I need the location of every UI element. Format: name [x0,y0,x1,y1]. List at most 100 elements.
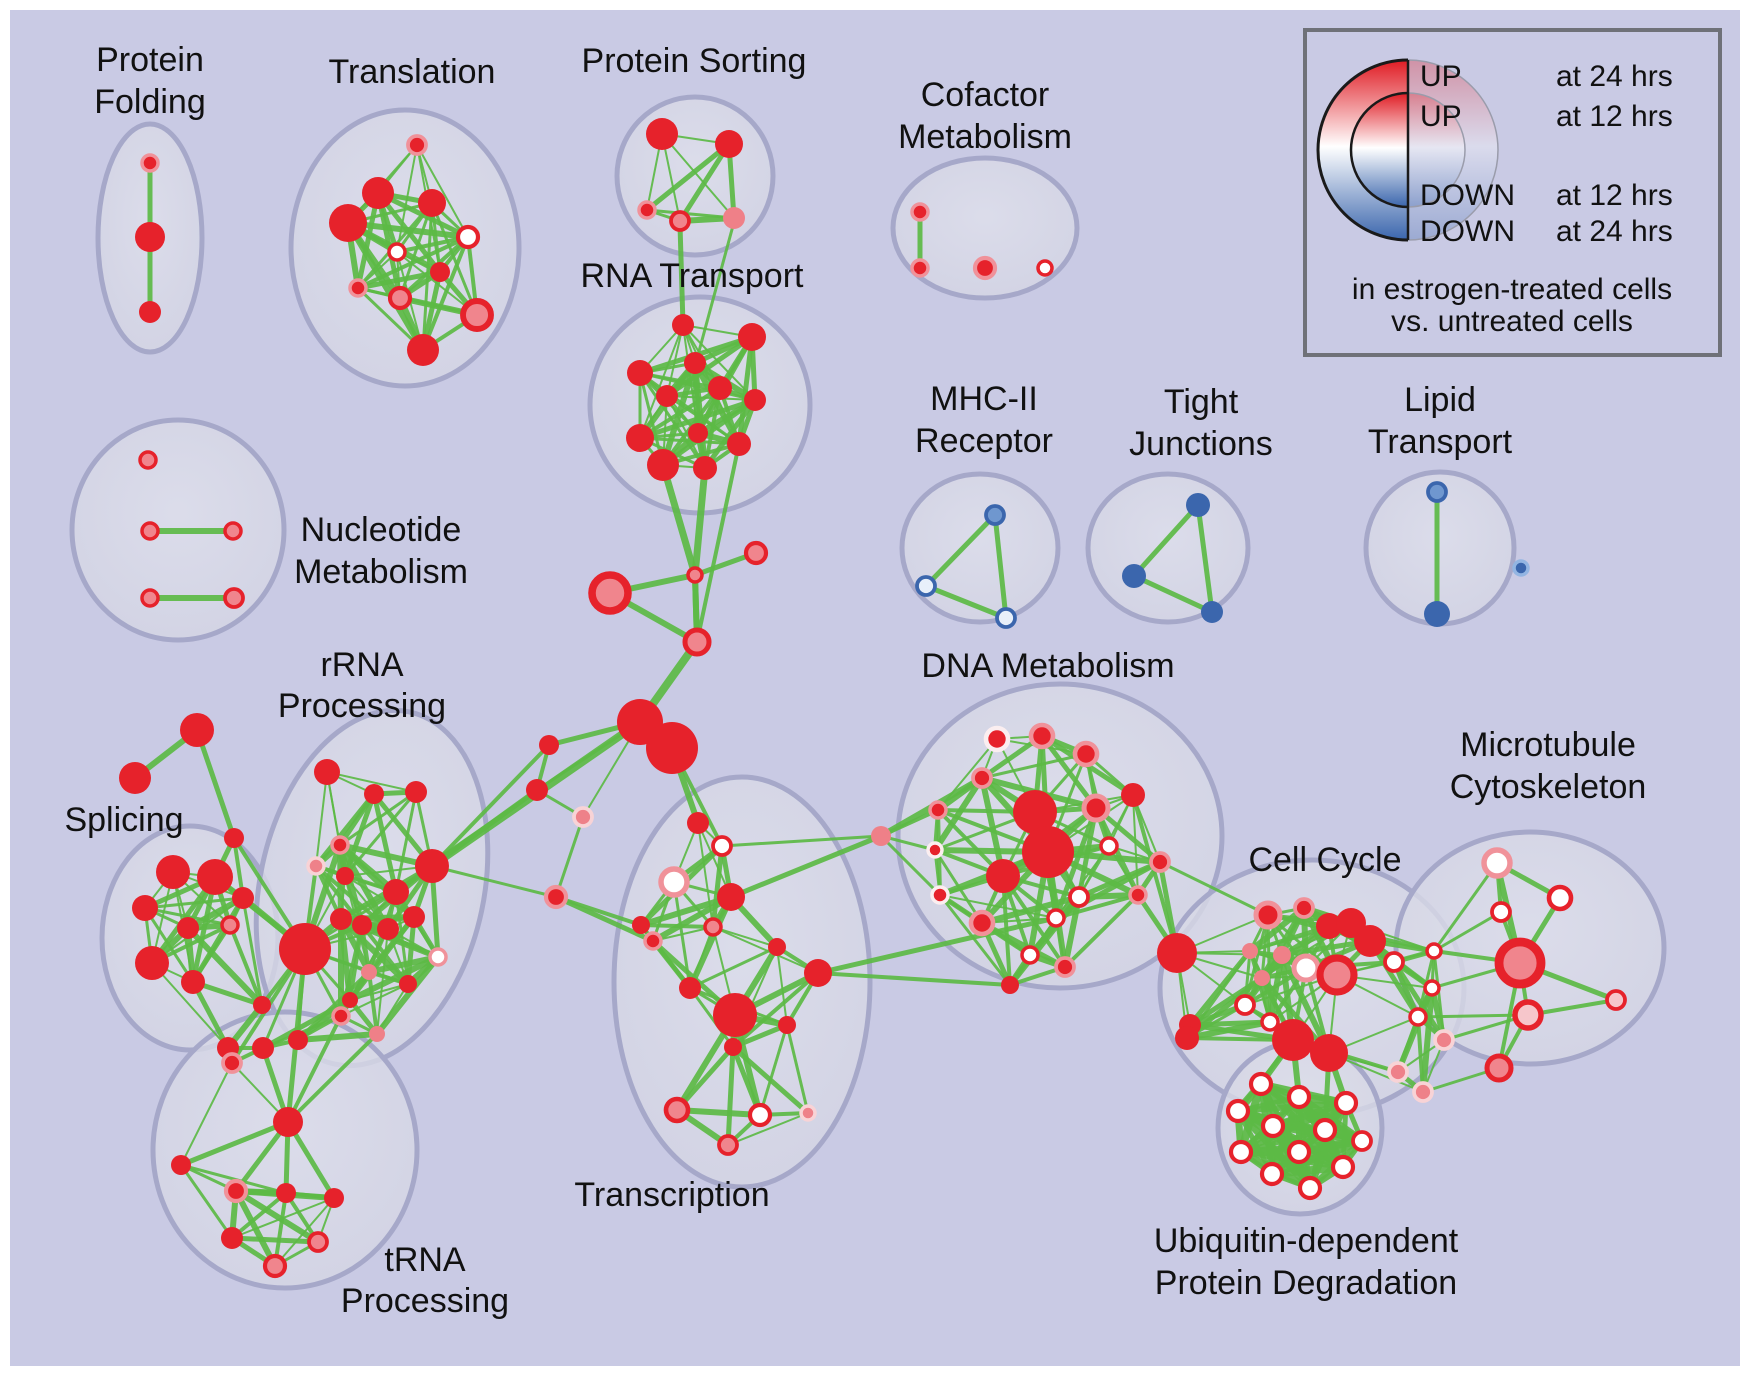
cluster-label-rna-transport: RNA Transport [581,257,805,295]
gene-node-translation [329,204,367,242]
gene-node-dna-metabolism [1081,793,1111,823]
gene-node-dna-metabolism [983,725,1011,753]
gene-node-lipid-transport [1512,559,1530,577]
gene-node-splicing [197,859,233,895]
edge-translation [345,220,471,240]
gene-node-cell-cycle [1273,946,1291,964]
edge-cross-link [816,971,1012,987]
edge-transcription [730,1022,790,1050]
gene-node-dna-metabolism [1121,783,1145,807]
gene-node-cell-cycle [1234,994,1256,1016]
cluster-ellipse-mhc-ii-receptor [899,471,1061,625]
gene-node-cofactor-metabolism [1036,259,1054,277]
edge-translation [416,144,469,238]
edge-cross-link [1432,861,1499,953]
gene-node-transcription [687,812,709,834]
edge-transcription [688,945,779,990]
edge-cross-link [286,1014,343,1124]
gene-node-rrna-processing [288,1030,308,1050]
cluster-label-ubiquitin-degradation: Protein Degradation [1155,1264,1457,1302]
gene-node-protein-folding [139,301,161,323]
edge-trna-processing [230,1191,288,1240]
gene-node-dna-metabolism [930,885,950,905]
cluster-label-tight-junctions: Junctions [1129,425,1273,463]
edge-cross-link [1416,1013,1530,1019]
legend-time-label: at 12 hrs [1556,100,1673,133]
gene-node-protein-sorting [637,200,657,220]
edge-cross-link [677,222,686,328]
edge-rna-transport [637,397,758,441]
gene-node-splicing [135,946,169,980]
gene-node-hub-chain [526,779,548,801]
legend-time-label: at 24 hrs [1556,215,1673,248]
gene-node-splicing [132,895,158,921]
gene-node-cell-cycle [1433,1029,1455,1051]
edge-rrna-processing [371,791,399,895]
cluster-label-microtubule-cytoskeleton: Cytoskeleton [1450,768,1647,806]
gene-node-splicing [253,996,271,1014]
gene-node-translation [406,134,428,156]
gene-node-dna-metabolism [1128,885,1148,905]
cluster-label-microtubule-cytoskeleton: Microtubule [1460,726,1636,764]
edge-dna-metabolism [1063,893,1140,969]
cluster-ellipse-protein-sorting [614,94,776,258]
gene-node-transcription [724,1038,742,1056]
gene-node-translation [348,278,368,298]
gene-node-transcription [679,977,701,999]
edge-trna-processing [273,1191,288,1268]
gene-node-cell-cycle [1316,954,1358,996]
gene-node-dna-metabolism [971,767,993,789]
legend-outer-arc-pale [1407,59,1499,241]
edge-transcription [674,1044,736,1113]
gene-node-splicing-triangle [180,713,214,747]
gene-node-translation [407,334,439,366]
edge-cross-link [720,834,883,848]
edge-rrna-processing [367,970,379,1036]
gene-node-cell-cycle [1260,1012,1280,1032]
edge-splicing-triangle [194,727,237,841]
gene-node-dna-metabolism [1068,886,1090,908]
edge-cross-link [429,787,540,869]
legend-caption: in estrogen-treated cells [1352,273,1672,306]
cluster-label-protein-folding: Protein [96,41,204,79]
edge-trna-processing [229,1235,321,1245]
edge-rrna-processing [394,890,410,986]
cluster-label-rrna-processing: rRNA [320,646,403,684]
legend: UP at 24 hrs UP at 12 hrs DOWN at 12 hrs DOWN a… [1303,28,1722,357]
gene-node-microtubule-cytoskeleton [1490,901,1512,923]
gene-node-protein-sorting [669,210,691,232]
edge-transcription [730,1044,763,1118]
edge-transcription [758,1023,789,1117]
gene-node-mhc-ii-receptor [915,575,937,597]
edge-splicing [228,923,264,1007]
gene-node-dna-metabolism [1149,851,1171,873]
gene-node-dna-metabolism [986,859,1020,893]
edge-rna-transport [639,324,684,439]
cluster-ellipse-tight-junctions [1085,471,1251,625]
gene-node-ubiquitin-degradation [1286,1139,1312,1165]
edge-splicing [190,895,246,985]
cluster-label-mhc-ii-receptor: Receptor [915,422,1053,460]
edge-rrna-processing [340,983,409,1017]
gene-node-transcription [799,1104,817,1122]
edge-dna-metabolism [938,893,1012,987]
gene-node-hub-chain [686,566,704,584]
edge-cross-link [815,915,1059,976]
gene-node-dna-metabolism [968,909,996,937]
gene-node-splicing-triangle [119,762,151,794]
edge-cross-link [1158,860,1270,917]
gene-node-microtubule-cytoskeleton [1494,937,1546,989]
edge-dna-metabolism [933,848,984,925]
gene-node-trna-processing [324,1188,344,1208]
edge-dna-metabolism [979,894,1082,926]
edge-rrna-processing [295,1031,380,1043]
edge-cell-cycle [1247,905,1307,954]
edge-splicing [241,896,264,1007]
gene-node-cell-cycle [1175,1026,1199,1050]
gene-node-transcription [713,993,757,1037]
gene-node-translation [387,242,407,262]
gene-node-lipid-transport [1426,481,1448,503]
cluster-label-translation: Translation [329,53,496,91]
gene-node-translation [455,224,481,250]
gene-node-rrna-processing [336,867,354,885]
